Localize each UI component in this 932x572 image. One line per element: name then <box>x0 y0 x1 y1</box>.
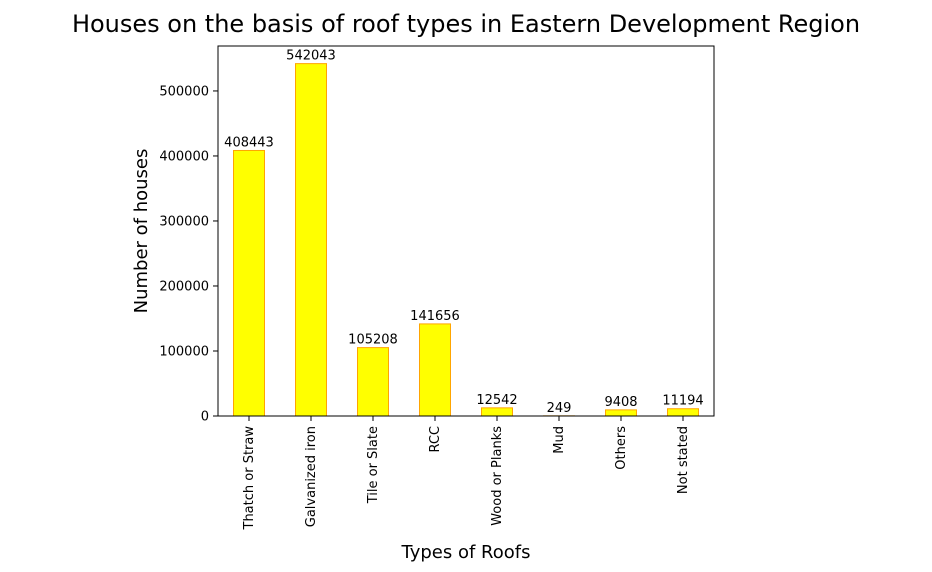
bar-0 <box>233 149 265 417</box>
bar-7 <box>667 408 699 417</box>
y-tick-label-3: 300000 <box>159 214 209 229</box>
data-label-6: 9408 <box>604 395 637 410</box>
x-tick-label-5: Mud <box>552 426 567 454</box>
bar-6 <box>605 409 637 417</box>
bar-4 <box>481 407 513 417</box>
labels-layer: 408443 542043 105208 141656 12542 249 9408 1119… <box>224 49 704 416</box>
x-tick-label-2: Tile or Slate <box>366 426 381 504</box>
y-tick-label-5: 500000 <box>159 84 209 99</box>
ticks-layer: Thatch or Straw Galvanized iron Tile or Sl… <box>159 84 691 530</box>
data-label-2: 105208 <box>348 333 398 348</box>
bar-2 <box>357 347 389 417</box>
y-tick-label-4: 400000 <box>159 149 209 164</box>
x-tick-label-3: RCC <box>428 426 443 453</box>
data-label-1: 542043 <box>286 49 336 64</box>
data-label-4: 12542 <box>476 393 517 408</box>
x-tick-label-4: Wood or Planks <box>490 426 505 526</box>
chart-title: Houses on the basis of roof types in Eas… <box>72 10 860 38</box>
x-tick-label-6: Others <box>614 426 629 470</box>
data-label-3: 141656 <box>410 309 460 324</box>
bar-3 <box>419 323 451 417</box>
plot-frame <box>217 45 715 417</box>
x-tick-label-7: Not stated <box>676 426 691 494</box>
y-tick-label-0: 0 <box>201 410 209 425</box>
data-label-0: 408443 <box>224 135 274 150</box>
y-tick-label-2: 200000 <box>159 279 209 294</box>
y-tick-label-1: 100000 <box>159 344 209 359</box>
x-axis-label: Types of Roofs <box>401 542 531 563</box>
data-label-5: 249 <box>547 401 572 416</box>
x-tick-label-1: Galvanized iron <box>304 426 319 527</box>
y-axis-label: Number of houses <box>131 149 152 314</box>
bars-layer <box>233 63 699 417</box>
data-label-7: 11194 <box>662 394 703 409</box>
x-tick-label-0: Thatch or Straw <box>242 426 257 531</box>
bar-1 <box>295 63 327 417</box>
